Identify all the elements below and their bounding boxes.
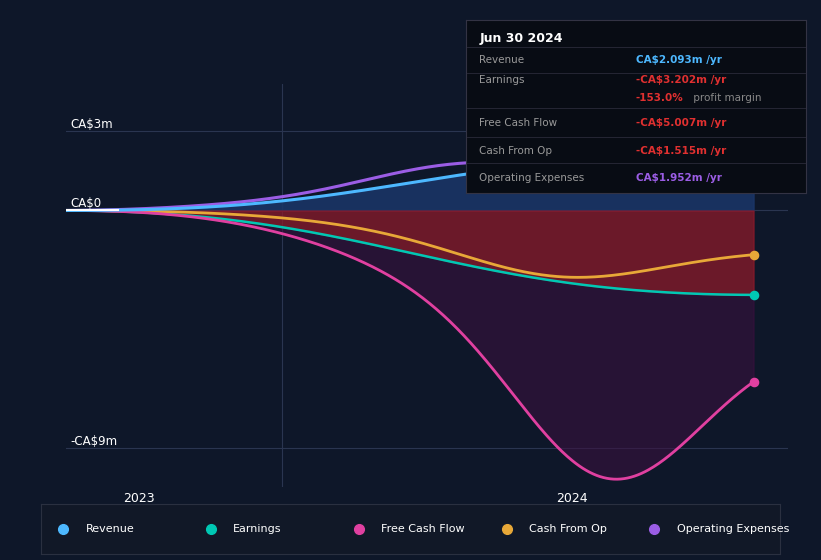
Text: Earnings: Earnings: [479, 76, 525, 85]
Text: Free Cash Flow: Free Cash Flow: [381, 524, 465, 534]
Text: -CA$3.202m /yr: -CA$3.202m /yr: [635, 76, 726, 85]
Text: Revenue: Revenue: [85, 524, 134, 534]
Text: Free Cash Flow: Free Cash Flow: [479, 118, 557, 128]
Text: Jun 30 2024: Jun 30 2024: [479, 32, 562, 45]
Text: profit margin: profit margin: [690, 93, 762, 102]
Text: -CA$1.515m /yr: -CA$1.515m /yr: [635, 146, 726, 156]
Text: Earnings: Earnings: [233, 524, 282, 534]
Point: [747, 291, 760, 300]
Text: -CA$9m: -CA$9m: [70, 435, 117, 447]
Text: Revenue: Revenue: [479, 55, 525, 66]
Text: CA$0: CA$0: [70, 198, 101, 211]
Text: Operating Expenses: Operating Expenses: [677, 524, 789, 534]
Text: -153.0%: -153.0%: [635, 93, 684, 102]
Text: -CA$5.007m /yr: -CA$5.007m /yr: [635, 118, 727, 128]
Text: Operating Expenses: Operating Expenses: [479, 174, 585, 184]
Text: CA$1.952m /yr: CA$1.952m /yr: [635, 174, 722, 184]
Text: CA$3m: CA$3m: [70, 118, 112, 132]
Point: [747, 151, 760, 160]
Point: [747, 155, 760, 164]
Point: [747, 250, 760, 259]
Text: Cash From Op: Cash From Op: [529, 524, 607, 534]
Text: Cash From Op: Cash From Op: [479, 146, 553, 156]
Point: [747, 377, 760, 386]
Text: CA$2.093m /yr: CA$2.093m /yr: [635, 55, 722, 66]
